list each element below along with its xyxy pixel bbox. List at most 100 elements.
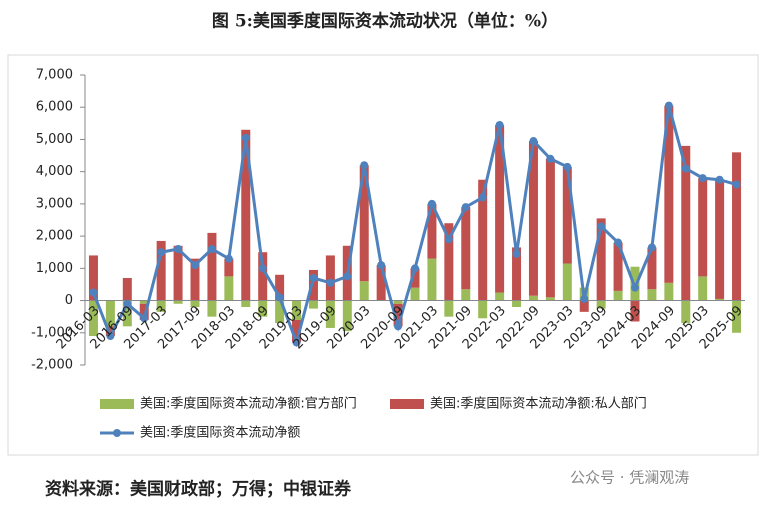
bar (664, 105, 674, 283)
bar (495, 292, 505, 301)
line-marker (224, 254, 233, 263)
bar (139, 300, 149, 304)
bar (173, 300, 183, 304)
bar (427, 258, 437, 301)
y-tick-label: 0 (65, 293, 73, 308)
bar (410, 268, 420, 288)
line-marker (275, 293, 284, 302)
bar (156, 240, 166, 301)
legend-swatch (390, 399, 424, 409)
line-marker (377, 261, 386, 270)
y-tick-label: -1,000 (31, 325, 73, 340)
bar (562, 166, 572, 264)
bar (664, 282, 674, 301)
line-marker (140, 314, 149, 323)
bar (275, 300, 285, 324)
line-marker (715, 175, 724, 184)
bar (410, 287, 420, 301)
bar (444, 300, 454, 317)
bar (359, 165, 369, 282)
bar (258, 252, 268, 301)
line-marker (478, 193, 487, 202)
bar (495, 124, 505, 293)
bar (528, 141, 538, 296)
bar (613, 242, 623, 291)
bar (105, 300, 115, 327)
source-note: 资料来源：美国财政部；万得；中银证券 (45, 479, 352, 500)
bar (292, 300, 302, 320)
bar (342, 300, 352, 332)
line-marker (191, 261, 199, 270)
line-marker (631, 283, 639, 292)
bar (88, 255, 98, 301)
line-marker (394, 322, 403, 331)
bar (190, 258, 200, 301)
bar (444, 223, 454, 301)
y-tick-label: 3,000 (36, 196, 73, 211)
bar (292, 319, 302, 343)
line-marker (427, 199, 436, 208)
line-marker (89, 288, 98, 297)
bar (122, 278, 132, 301)
line-marker (411, 264, 419, 273)
bar (732, 152, 742, 301)
watermark: 公众号 · 凭澜观涛 (570, 469, 689, 487)
bar (241, 300, 251, 307)
line-marker (495, 120, 504, 129)
line-marker (292, 338, 301, 347)
line-marker (732, 180, 741, 189)
bar (122, 300, 132, 327)
bar (224, 258, 234, 277)
line-marker (512, 249, 521, 258)
bar (528, 295, 538, 301)
bar (681, 145, 691, 301)
line-marker (343, 272, 352, 281)
line-marker (106, 332, 115, 340)
bar (190, 300, 200, 307)
bar (732, 300, 742, 333)
bar (308, 300, 318, 309)
bar (512, 300, 522, 307)
bar (461, 207, 471, 290)
bar (545, 297, 555, 301)
legend-marker (113, 429, 121, 437)
bar (562, 263, 572, 301)
legend-swatch (100, 399, 134, 409)
bar (545, 158, 555, 298)
line-marker (681, 164, 690, 173)
line-marker (174, 245, 183, 253)
bar (393, 300, 403, 304)
bar (325, 300, 335, 328)
bar (647, 289, 657, 301)
bar (698, 276, 708, 301)
bar (647, 247, 657, 290)
bar (630, 300, 640, 322)
line-marker (647, 243, 656, 252)
bar (427, 203, 437, 259)
line-marker (614, 238, 623, 247)
bar (461, 289, 471, 301)
bar (275, 274, 285, 301)
y-tick-label: 1,000 (36, 261, 73, 276)
bar (105, 326, 115, 336)
bar (698, 178, 708, 277)
line-marker (698, 174, 707, 183)
legend-label: 美国:季度国际资本流动净额 (140, 425, 300, 441)
y-tick-label: -2,000 (31, 358, 73, 373)
line-marker (123, 299, 132, 308)
bar (139, 303, 149, 320)
bar (376, 265, 386, 301)
line-marker (444, 235, 453, 244)
y-tick-label: 7,000 (36, 68, 73, 83)
bar (579, 300, 589, 312)
bar (88, 300, 98, 336)
bar (613, 290, 623, 301)
bar (241, 129, 251, 301)
legend-label: 美国:季度国际资本流动净额:官方部门 (140, 396, 357, 412)
line-marker (360, 161, 369, 170)
bar (715, 179, 725, 299)
line-marker (326, 278, 335, 287)
line-marker (157, 248, 166, 257)
bar (325, 255, 335, 301)
